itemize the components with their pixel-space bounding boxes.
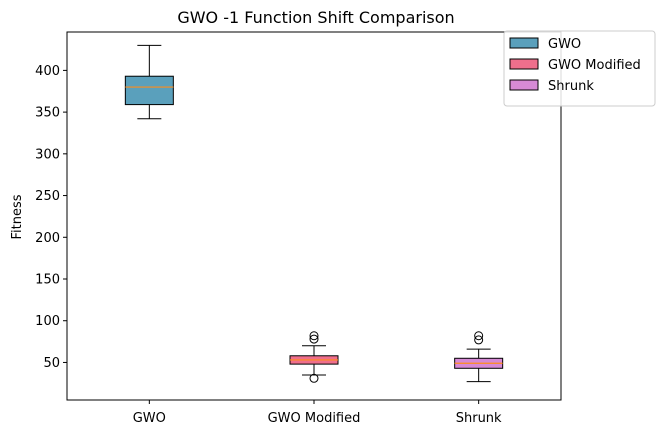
x-tick-label: Shrunk (456, 411, 502, 426)
outlier-point (309, 334, 319, 344)
legend-label: GWO Modified (548, 58, 641, 73)
box-gwo (124, 44, 174, 120)
outlier-point (474, 331, 484, 341)
y-tick-label: 100 (35, 314, 60, 329)
y-tick-label: 50 (43, 356, 60, 371)
legend: GWO GWO Modified Shrunk (503, 30, 656, 107)
box-gwo-modified (289, 331, 339, 383)
iqr-box (124, 75, 174, 106)
legend-swatch (509, 58, 539, 70)
x-tick-label: GWO Modified (268, 411, 361, 426)
legend-frame (503, 30, 656, 107)
x-tick-label: GWO (133, 411, 166, 426)
legend-label: Shrunk (548, 79, 594, 94)
chart-title: GWO -1 Function Shift Comparison (177, 8, 454, 27)
y-axis-label: Fitness (10, 194, 25, 239)
y-tick-label: 400 (35, 64, 60, 79)
legend-swatch (509, 79, 539, 91)
outlier-point (309, 331, 319, 341)
y-tick-label: 350 (35, 106, 60, 121)
legend-label: GWO (548, 37, 581, 52)
legend-swatch (509, 37, 539, 49)
y-tick-label: 200 (35, 231, 60, 246)
plot-area: 50 100 150 200 250 300 350 400 GWO GWO Modified Sh… (35, 31, 562, 426)
box-shrunk (454, 331, 504, 383)
y-tick-label: 150 (35, 273, 60, 288)
outlier-point (474, 335, 484, 345)
y-tick-label: 300 (35, 147, 60, 162)
outlier-point (309, 373, 319, 383)
y-tick-label: 250 (35, 189, 60, 204)
